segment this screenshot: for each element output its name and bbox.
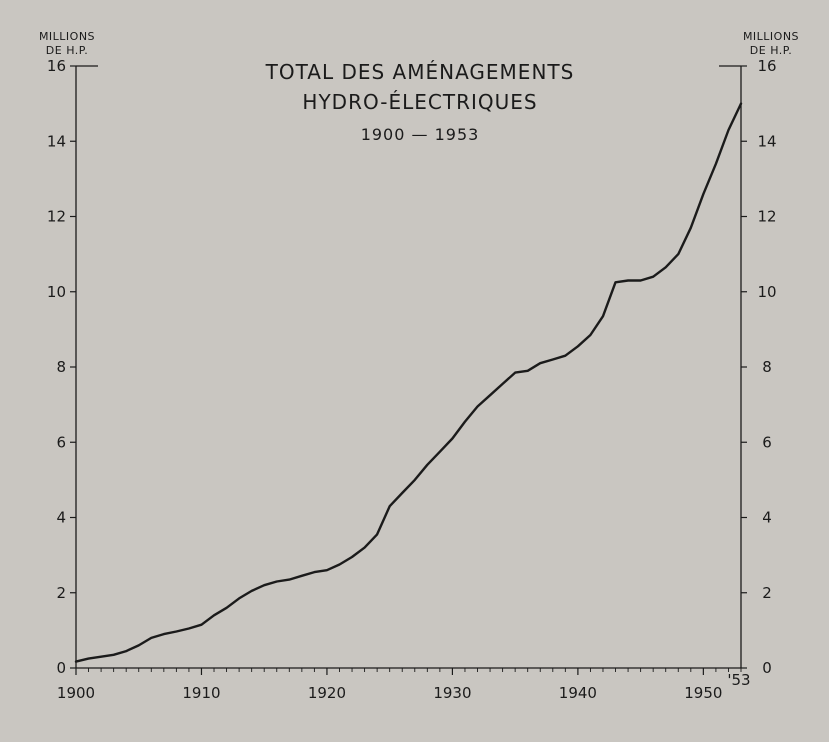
y-unit-right-line-2: DE H.P.	[750, 44, 792, 57]
y-tick-label-left: 14	[47, 132, 66, 150]
chart-title: TOTAL DES AMÉNAGEMENTS HYDRO-ÉLECTRIQUES…	[265, 60, 575, 144]
x-tick-label: 1940	[559, 684, 597, 702]
y-tick-label-right: 12	[757, 208, 776, 226]
series-layer	[74, 102, 743, 663]
x-tick-label: 1910	[182, 684, 220, 702]
x-tick-label: 1920	[308, 684, 346, 702]
y-tick-label-right: 14	[757, 132, 776, 150]
chart-title-line-1: TOTAL DES AMÉNAGEMENTS	[265, 60, 575, 84]
y-tick-label-right: 2	[762, 584, 772, 602]
y-axis-unit-left: MILLIONS DE H.P.	[39, 30, 95, 57]
chart-title-line-2: HYDRO-ÉLECTRIQUES	[302, 90, 537, 114]
y-tick-label-left: 12	[47, 208, 66, 226]
x-tick-label: 1900	[57, 684, 95, 702]
y-tick-label-left: 16	[47, 57, 66, 75]
series-line	[74, 102, 743, 663]
y-tick-label-left: 0	[56, 659, 66, 677]
x-tick-label: 1950	[684, 684, 722, 702]
x-tick-label: 1930	[433, 684, 471, 702]
y-tick-label-left: 10	[47, 283, 66, 301]
y-tick-label-right: 6	[762, 433, 772, 451]
y-tick-label-right: 10	[757, 283, 776, 301]
y-unit-left-line-1: MILLIONS	[39, 30, 95, 43]
y-tick-label-right: 0	[762, 659, 772, 677]
x-end-label: '53	[727, 671, 750, 689]
chart-subtitle: 1900 — 1953	[361, 125, 480, 144]
y-tick-label-left: 2	[56, 584, 66, 602]
axes	[75, 65, 742, 669]
y-tick-label-left: 8	[56, 358, 66, 376]
y-tick-label-right: 8	[762, 358, 772, 376]
y-tick-label-right: 16	[757, 57, 776, 75]
y-unit-right-line-1: MILLIONS	[743, 30, 799, 43]
ticks: 0 0 2 2 4 4 6 6 8 8 10 10 12 12 14 14 16 16 1900 1910 1920 19…	[47, 57, 777, 702]
y-unit-left-line-2: DE H.P.	[46, 44, 88, 57]
y-axis-unit-right: MILLIONS DE H.P.	[743, 30, 799, 57]
y-tick-label-left: 6	[56, 433, 66, 451]
y-tick-label-left: 4	[56, 509, 66, 527]
y-tick-label-right: 4	[762, 509, 772, 527]
